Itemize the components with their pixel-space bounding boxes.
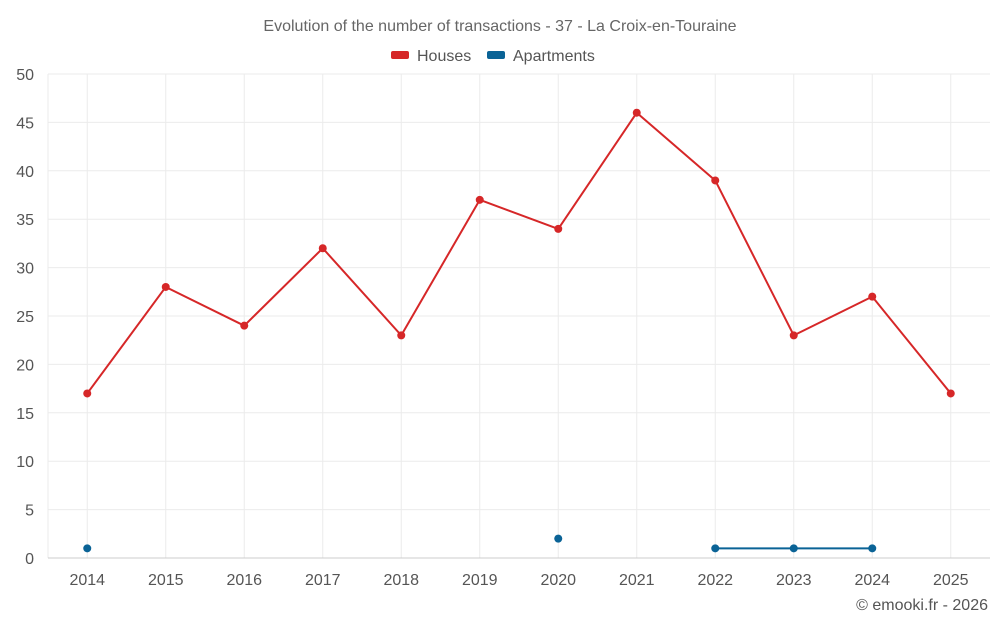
x-tick-label: 2020 [540,572,576,589]
series-apartments [83,534,877,553]
data-point-houses[interactable] [789,331,798,340]
data-point-houses[interactable] [554,224,563,233]
y-tick-label: 15 [16,406,34,423]
data-point-apartments[interactable] [83,544,92,553]
grid [47,73,990,558]
y-tick-label: 45 [16,115,34,132]
legend: Houses Apartments [391,48,595,65]
y-tick-label: 50 [16,67,34,84]
legend-item-apartments[interactable]: Apartments [487,48,595,65]
x-tick-label: 2014 [69,572,105,589]
x-tick-label: 2019 [462,572,498,589]
y-tick-label: 20 [16,357,34,374]
data-point-apartments[interactable] [711,544,720,553]
x-tick-label: 2023 [776,572,812,589]
legend-label-houses: Houses [417,48,471,65]
data-point-houses[interactable] [946,389,955,398]
legend-swatch-apartments [487,51,505,59]
data-point-apartments[interactable] [868,544,877,553]
legend-label-apartments: Apartments [513,48,595,65]
x-tick-label: 2022 [697,572,733,589]
data-point-houses[interactable] [632,108,641,117]
data-point-houses[interactable] [83,389,92,398]
series-houses [83,108,955,398]
data-point-apartments[interactable] [554,534,563,543]
x-tick-label: 2015 [148,572,184,589]
x-tick-label: 2017 [305,572,341,589]
legend-swatch-houses [391,51,409,59]
series [83,108,955,553]
y-tick-label: 5 [25,503,34,520]
data-point-houses[interactable] [475,195,484,204]
data-point-houses[interactable] [868,292,877,301]
x-tick-label: 2016 [226,572,262,589]
data-point-apartments[interactable] [789,544,798,553]
chart-title: Evolution of the number of transactions … [263,18,736,35]
y-tick-label: 40 [16,164,34,181]
data-point-houses[interactable] [318,244,327,253]
data-point-houses[interactable] [161,282,170,291]
y-tick-label: 35 [16,212,34,229]
series-line-houses [86,111,952,395]
credit-text: © emooki.fr - 2026 [856,597,988,614]
data-point-houses[interactable] [397,331,406,340]
y-tick-label: 0 [25,551,34,568]
x-tick-label: 2025 [933,572,969,589]
x-tick-label: 2021 [619,572,655,589]
y-tick-label: 30 [16,261,34,278]
x-tick-label: 2018 [383,572,419,589]
legend-item-houses[interactable]: Houses [391,48,471,65]
data-point-houses[interactable] [711,176,720,185]
y-tick-label: 10 [16,454,34,471]
data-point-houses[interactable] [240,321,249,330]
y-tick-label: 25 [16,309,34,326]
x-tick-label: 2024 [854,572,890,589]
